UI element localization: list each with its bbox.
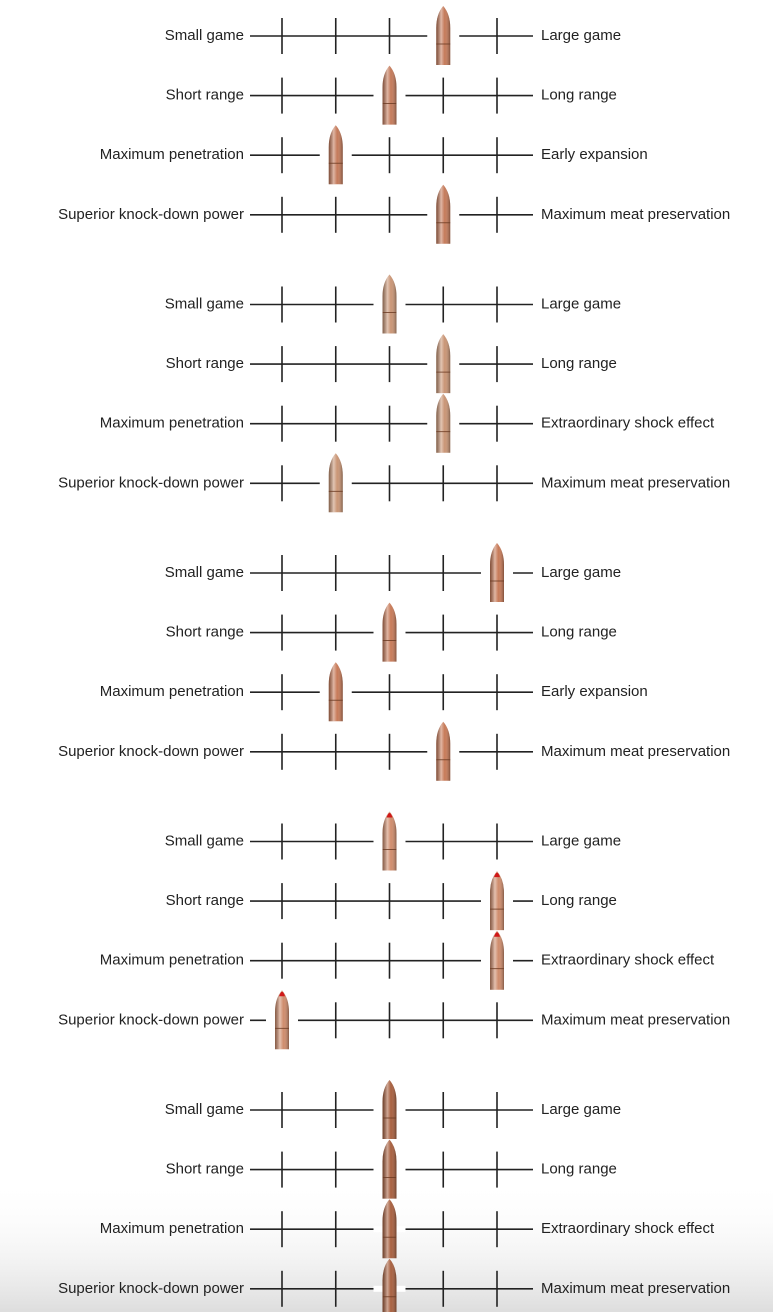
bullet [490,543,504,602]
left-label: Maximum penetration [100,146,244,163]
bullet [382,602,397,662]
right-label: Long range [541,87,617,104]
bullet-part [382,1258,397,1312]
bullet-part [382,1139,397,1199]
right-label: Long range [541,1161,617,1178]
left-label: Small game [165,564,244,581]
right-label: Maximum meat preservation [541,474,730,491]
bullet-tip [494,872,500,878]
right-label: Maximum meat preservation [541,743,730,760]
bullet [436,184,451,244]
bullet-tip [279,991,285,997]
bullet-part [382,1080,397,1139]
right-label: Large game [541,27,621,44]
right-label: Extraordinary shock effect [541,415,715,432]
bullet-part [328,125,343,185]
bullet [382,1139,397,1199]
right-label: Early expansion [541,683,648,700]
bullet [436,721,451,781]
bullet [382,274,397,334]
bullet-part [490,543,504,602]
bullet [382,811,397,871]
bullet [382,1080,397,1139]
right-label: Large game [541,1101,621,1118]
bullet [328,453,343,513]
bullet-part [382,1199,397,1259]
bullet [490,930,504,990]
bullet-part [436,393,451,453]
left-label: Short range [166,892,244,909]
bullet [490,871,504,931]
bullet [275,990,289,1050]
bullet [382,1199,397,1259]
bullet-tip [494,932,500,937]
right-label: Long range [541,624,617,641]
bullet-part [436,334,451,394]
right-label: Extraordinary shock effect [541,952,715,969]
left-label: Maximum penetration [100,683,244,700]
right-label: Maximum meat preservation [541,1011,730,1028]
left-label: Small game [165,27,244,44]
right-label: Maximum meat preservation [541,206,730,223]
bullet-part [382,65,397,125]
left-label: Small game [165,832,244,849]
right-label: Long range [541,355,617,372]
left-label: Superior knock-down power [58,206,244,223]
right-label: Extraordinary shock effect [541,1220,715,1237]
bullet [328,662,343,722]
left-label: Short range [166,1161,244,1178]
bullet [382,1258,397,1312]
right-label: Large game [541,295,621,312]
right-label: Maximum meat preservation [541,1280,730,1297]
bullet [436,6,451,65]
bullet-part [436,184,451,244]
left-label: Superior knock-down power [58,1011,244,1028]
right-label: Large game [541,832,621,849]
bullet-part [275,990,289,1050]
left-label: Short range [166,355,244,372]
bullet-part [328,453,343,513]
bullet [328,125,343,185]
left-label: Superior knock-down power [58,474,244,491]
bullet-part [328,662,343,722]
left-label: Small game [165,295,244,312]
bullet-part [436,721,451,781]
left-label: Superior knock-down power [58,1280,244,1297]
bullet [436,393,451,453]
right-label: Early expansion [541,146,648,163]
bullet-tip [386,813,393,818]
bullet-part [436,6,451,65]
left-label: Short range [166,87,244,104]
left-label: Small game [165,1101,244,1118]
bullet [382,65,397,125]
left-label: Maximum penetration [100,415,244,432]
bullet-part [382,811,397,871]
left-label: Maximum penetration [100,952,244,969]
bullet-part [382,602,397,662]
bullet-part [490,930,504,990]
bullet-part [382,274,397,334]
bullet [436,334,451,394]
right-label: Large game [541,564,621,581]
left-label: Short range [166,624,244,641]
left-label: Maximum penetration [100,1220,244,1237]
bullet-part [490,871,504,931]
right-label: Long range [541,892,617,909]
left-label: Superior knock-down power [58,743,244,760]
